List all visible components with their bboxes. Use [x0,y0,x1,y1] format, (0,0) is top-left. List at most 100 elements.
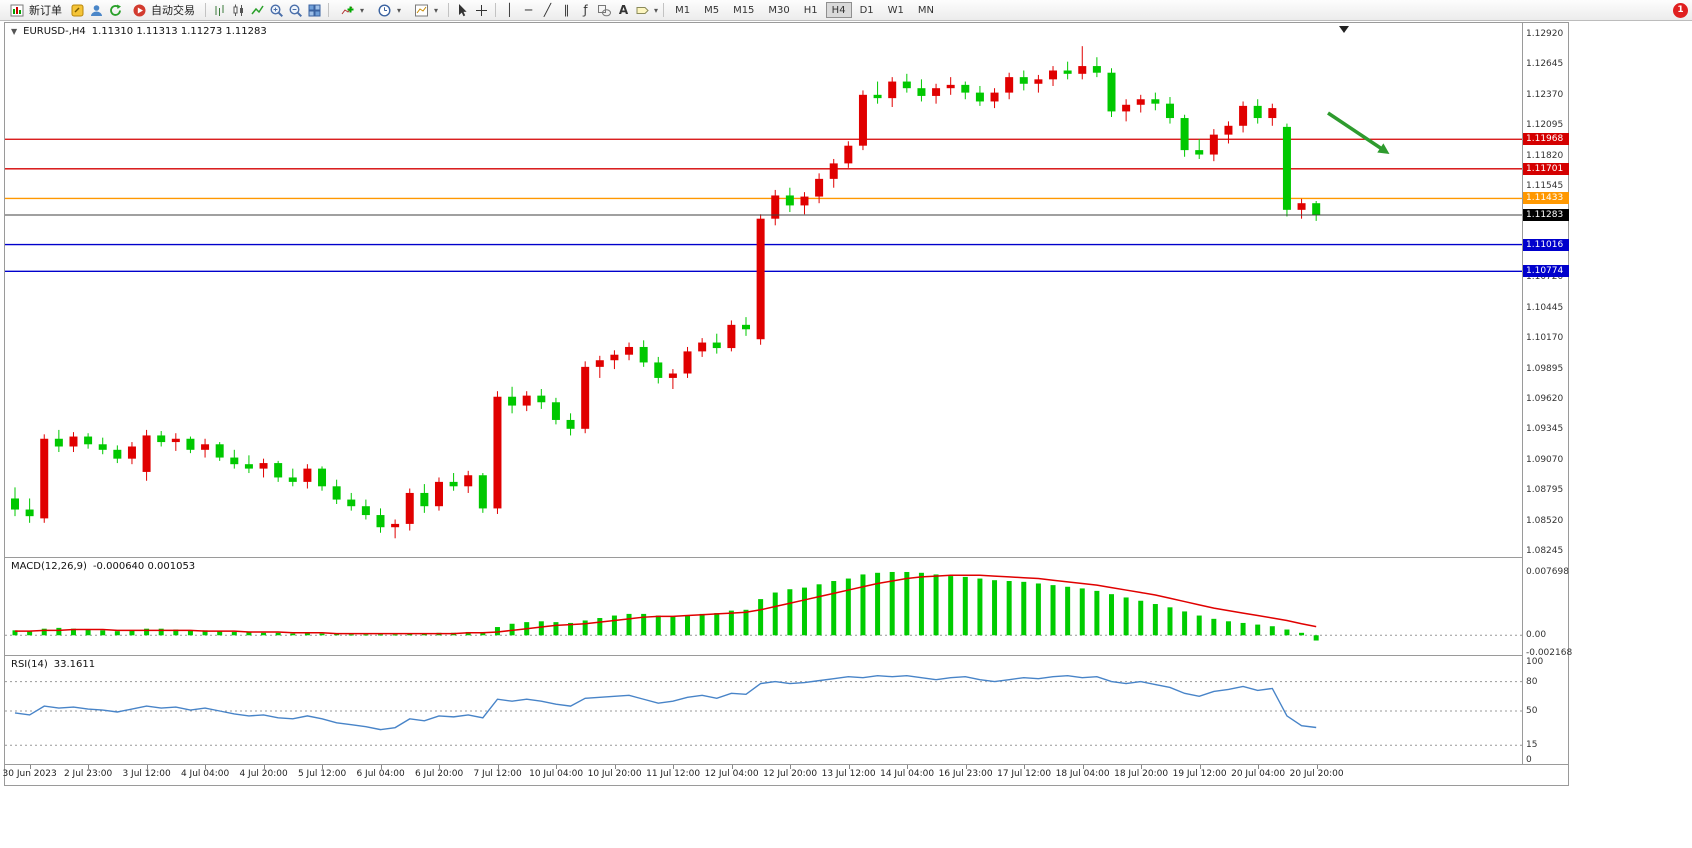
time-label: 11 Jul 12:00 [646,769,701,779]
candlestick-mode-icon[interactable] [230,1,247,19]
fibonacci-tool-icon[interactable]: ƒ [583,2,588,17]
macd-histogram-bar [568,622,574,636]
candle [990,88,999,109]
refresh-icon[interactable] [107,1,124,19]
price-badge[interactable]: 1.11433 [1523,192,1569,205]
macd-histogram-bar [246,631,252,636]
vertical-line-tool-icon[interactable]: │ [505,2,514,17]
candle [201,438,210,458]
price-badge[interactable]: 1.11968 [1523,133,1569,146]
rsi-panel[interactable] [5,656,1522,764]
autotrade-button[interactable]: 自动交易 [126,1,200,19]
line-chart-mode-icon[interactable] [249,1,266,19]
timeframe-m5[interactable]: M5 [704,4,720,16]
cursor-icon[interactable] [454,1,471,19]
panel-separator[interactable] [5,655,1568,656]
toolbar-separator [663,3,665,17]
candle [917,79,926,102]
time-label: 18 Jul 04:00 [1055,769,1110,779]
toolbar-separator [328,3,329,17]
collapse-arrow-icon[interactable]: ▼ [11,27,18,36]
timeframe-h1[interactable]: H1 [803,4,818,16]
time-tick [965,765,967,769]
metaeditor-icon[interactable] [69,1,86,19]
panel-separator[interactable] [5,557,1568,558]
price-badge[interactable]: 1.11701 [1523,162,1569,175]
notification-badge[interactable]: 1 [1673,2,1688,18]
text-tool-icon[interactable]: A [618,2,629,17]
zoom-out-icon[interactable] [287,1,304,19]
tile-windows-icon[interactable] [306,1,323,19]
autotrade-icon [131,1,148,19]
timeframe-m15[interactable]: M15 [733,4,755,16]
time-label: 5 Jul 12:00 [297,769,347,779]
label-tool-icon[interactable] [634,1,651,19]
candle [84,433,93,449]
macd-histogram-bar [992,580,998,636]
macd-panel[interactable] [5,558,1522,655]
candle [186,436,195,454]
toolbar: 新订单 自动交易 [0,0,1692,21]
time-tick [614,765,616,769]
timeframe-h4[interactable]: H4 [825,2,852,18]
price-badge[interactable]: 1.11283 [1523,209,1569,222]
indicators-button[interactable]: ▾ [334,1,369,19]
candle [318,466,327,491]
rsi-scale-label: 80 [1526,676,1538,687]
rsi-scale-label: 15 [1526,740,1538,751]
macd-scale-label: -0.002168 [1526,648,1573,659]
down-arrow-annotation[interactable] [1327,111,1390,154]
candle [800,192,809,215]
candle [230,449,239,469]
candle [727,320,736,352]
templates-button[interactable]: ▾ [408,1,443,19]
macd-histogram-bar [772,592,778,636]
macd-histogram-bar [538,621,544,636]
time-label: 4 Jul 20:00 [239,769,288,779]
periods-button[interactable]: ▾ [371,1,406,19]
shapes-tool-icon[interactable] [596,1,613,19]
chart-marker-icon [1339,26,1349,33]
time-tick [790,765,792,769]
price-chart[interactable] [5,23,1522,557]
timeframe-m30[interactable]: M30 [768,4,790,16]
timeframe-mn[interactable]: MN [917,4,934,16]
candle [1049,66,1058,86]
price-axis[interactable]: 1.12920 1.12645 1.12370 1.12095 1.11820 1.115… [1522,23,1572,765]
profile-icon[interactable] [88,1,105,19]
macd-histogram-bar [41,628,47,636]
timeframe-m1[interactable]: M1 [675,4,691,16]
price-badge[interactable]: 1.10774 [1523,265,1569,278]
candle [844,141,853,168]
time-label: 19 Jul 12:00 [1172,769,1227,779]
price-badge[interactable]: 1.11016 [1523,238,1569,251]
macd-histogram-bar [1050,585,1056,636]
zoom-in-icon[interactable] [268,1,285,19]
time-tick [497,765,499,769]
crosshair-icon[interactable] [473,1,490,19]
macd-histogram-bar [1284,629,1290,636]
time-tick [1258,765,1260,769]
candle [464,470,473,493]
channel-tool-icon[interactable]: ∥ [563,2,570,17]
horizontal-line-tool-icon[interactable]: ─ [524,2,533,17]
macd-histogram-bar [904,571,910,636]
candle [478,473,487,513]
macd-histogram-bar [1196,615,1202,636]
timeframe-w1[interactable]: W1 [887,4,904,16]
time-axis[interactable]: 30 Jun 2023 2 Jul 23:00 3 Jul 12:00 4 Jul 0… [3,765,1568,785]
time-tick [205,765,207,769]
new-order-button[interactable]: 新订单 [4,1,67,19]
candle [1092,57,1101,78]
candle [361,499,370,520]
chevron-down-icon[interactable]: ▾ [654,5,659,15]
bar-chart-mode-icon[interactable] [211,1,228,19]
price-label: 1.09345 [1526,424,1564,435]
price-label: 1.12645 [1526,59,1564,70]
candle [113,445,122,464]
price-label: 1.08245 [1526,546,1564,556]
candle [946,77,955,95]
candle [1107,68,1116,117]
trendline-tool-icon[interactable]: ╱ [543,2,552,17]
timeframe-d1[interactable]: D1 [859,4,874,16]
